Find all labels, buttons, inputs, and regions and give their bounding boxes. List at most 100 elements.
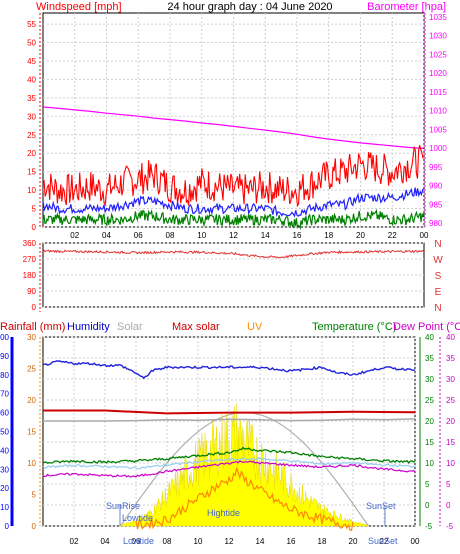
barometer-tick-label: 1020 [429, 69, 447, 78]
wind-tick-label: 25 [27, 131, 36, 140]
wind-tick-label: 55 [27, 20, 36, 29]
series-solar-line [43, 418, 416, 422]
uv-tick-label: 10 [27, 459, 36, 468]
direction-tick-label: 270 [23, 255, 37, 264]
hour-tick-label: 02 [70, 537, 79, 546]
sunrise-label: SunRise [106, 501, 140, 511]
series-max-solar [43, 409, 416, 415]
hour-tick-label: 12 [225, 537, 234, 546]
temperature-tick-label: 40 [425, 333, 434, 342]
wind-series-group [42, 106, 425, 230]
lowtide-bottom-label: Lowtide [123, 536, 154, 546]
temperature-tick-label: 15 [425, 438, 434, 447]
sunset-bottom-label: SunSet [368, 536, 398, 546]
hour-tick-label: 04 [101, 537, 110, 546]
uv-tick-label: 30 [27, 333, 36, 342]
rainfall-axis-ticks: 0 10 20 30 40 50 60 70 80 90 100 [0, 333, 10, 531]
hour-tick-label: 00 [420, 231, 429, 240]
dewpoint-tick-label: 30 [446, 375, 455, 384]
compass-tick-label: N [434, 303, 441, 314]
uv-axis-label: UV [247, 321, 263, 333]
barometer-tick-label: 995 [429, 163, 443, 172]
rainfall-tick-label: 60 [0, 409, 9, 418]
hour-axis-ticks: 02 04 06 08 10 12 14 16 18 20 22 00 [70, 231, 429, 240]
hour-tick-label: 14 [261, 231, 270, 240]
wind-tick-label: 10 [27, 186, 36, 195]
uv-tick-label: 25 [27, 365, 36, 374]
hour-tick-label: 14 [256, 537, 265, 546]
dewpoint-axis-label: Dew Point (°C) [393, 321, 460, 333]
temperature-tick-label: 25 [425, 396, 434, 405]
hour-tick-label: 06 [134, 231, 143, 240]
direction-series-group [42, 249, 425, 259]
dewpoint-tick-label: 5 [446, 480, 451, 489]
dewpoint-tick-label: 15 [446, 438, 455, 447]
hour-axis-ticks-lower: 02 04 06 08 10 12 14 16 18 20 22 00 [70, 537, 420, 546]
hour-tick-label: 08 [166, 231, 175, 240]
wind-tick-label: 35 [27, 94, 36, 103]
series-temperature [42, 446, 416, 465]
barometer-tick-label: 980 [429, 219, 443, 228]
rainfall-tick-label: 100 [0, 333, 10, 342]
maxsolar-axis-label: Max solar [172, 321, 220, 333]
hour-tick-label: 16 [287, 537, 296, 546]
direction-tick-label: 180 [23, 271, 37, 280]
temperature-axis-ticks: -5 0 5 10 15 20 25 30 35 40 [425, 333, 434, 531]
wind-tick-label: 5 [32, 205, 37, 214]
rainfall-tick-label: 90 [0, 352, 9, 361]
barometer-tick-label: 1035 [429, 13, 447, 22]
series-wind_gust [42, 145, 424, 208]
direction-plot-grid [43, 242, 424, 308]
hour-tick-label: 02 [70, 231, 79, 240]
dewpoint-tick-label: 40 [446, 333, 455, 342]
uv-tick-label: 20 [27, 396, 36, 405]
series-wind_avg [42, 187, 425, 218]
hour-tick-label: 22 [380, 537, 389, 546]
rainfall-tick-label: 80 [0, 371, 9, 380]
wind-tick-label: 20 [27, 149, 36, 158]
lowtide-label: Lowtide [122, 513, 153, 523]
hour-tick-label: 12 [229, 231, 238, 240]
wind-tick-label: 40 [27, 75, 36, 84]
temperature-tick-label: -5 [425, 522, 433, 531]
compass-tick-label: S [435, 271, 442, 282]
barometer-axis-label: Barometer [hpa] [367, 1, 446, 13]
series-barometer [42, 106, 425, 150]
temperature-axis-label: Temperature (°C) [312, 321, 396, 333]
dewpoint-axis-ticks: -5 0 5 10 15 20 25 30 35 40 [446, 333, 455, 531]
rainfall-tick-label: 50 [0, 428, 9, 437]
uv-axis-ticks: 0 5 10 15 20 25 30 [27, 333, 36, 531]
barometer-tick-label: 1000 [429, 144, 447, 153]
temperature-tick-label: 30 [425, 375, 434, 384]
barometer-tick-label: 1015 [429, 88, 447, 97]
series-wind_low [42, 208, 425, 230]
wind-tick-label: 0 [32, 223, 37, 232]
solar-axis-label: Solar [117, 321, 143, 333]
direction-tick-label: 0 [32, 303, 37, 312]
hour-tick-label: 06 [132, 537, 141, 546]
wind-tick-label: 30 [27, 112, 36, 121]
hour-tick-label: 10 [194, 537, 203, 546]
dewpoint-tick-label: 35 [446, 354, 455, 363]
temperature-tick-label: 35 [425, 354, 434, 363]
chart-title: 24 hour graph day : 04 June 2020 [167, 1, 332, 13]
dewpoint-tick-label: 20 [446, 417, 455, 426]
rainfall-tick-label: 70 [0, 390, 9, 399]
sunset-label: SunSet [366, 501, 396, 511]
direction-tick-label: 90 [27, 287, 36, 296]
wind-tick-label: 45 [27, 57, 36, 66]
hour-tick-label: 04 [102, 231, 111, 240]
rainfall-tick-label: 30 [0, 465, 9, 474]
hour-tick-label: 18 [318, 537, 327, 546]
rainfall-tick-label: 40 [0, 446, 9, 455]
hour-tick-label: 00 [411, 537, 420, 546]
uv-tick-label: 0 [32, 522, 37, 531]
hour-tick-label: 10 [197, 231, 206, 240]
temperature-tick-label: 10 [425, 459, 434, 468]
compass-tick-label: W [433, 255, 443, 266]
windspeed-axis-label: Windspeed [mph] [36, 1, 122, 13]
dewpoint-tick-label: 10 [446, 459, 455, 468]
humidity-axis-label: Humidity [67, 321, 110, 333]
series-dew-point [42, 460, 416, 478]
